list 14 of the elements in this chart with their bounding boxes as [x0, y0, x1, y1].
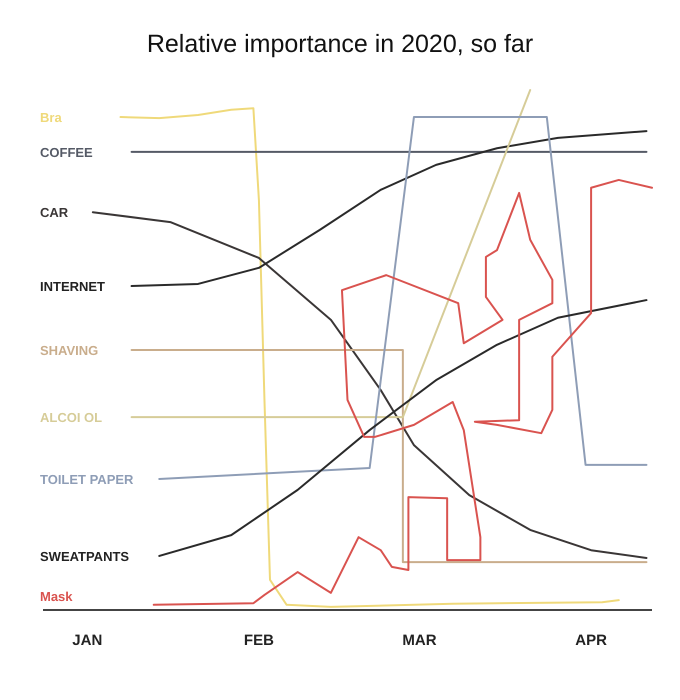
text: INTERNET — [40, 279, 106, 294]
series-label: CAR — [40, 205, 69, 220]
x-tick-label: MAR — [402, 632, 437, 649]
text: COFFEE — [40, 144, 94, 160]
chart-title: Relative importance in 2020, so far — [146, 30, 534, 58]
x-tick-label: FEB — [244, 632, 274, 649]
text: Bra — [40, 110, 62, 126]
text: ALCOI OL — [40, 410, 102, 426]
text: SHAVING — [40, 343, 98, 358]
x-tick-label: APR — [575, 632, 608, 649]
text: Mask — [40, 588, 74, 604]
text: SWEATPANTS — [40, 548, 130, 564]
series-label: TOILET PAPER — [40, 472, 134, 487]
x-tick-label: JAN — [72, 632, 102, 649]
